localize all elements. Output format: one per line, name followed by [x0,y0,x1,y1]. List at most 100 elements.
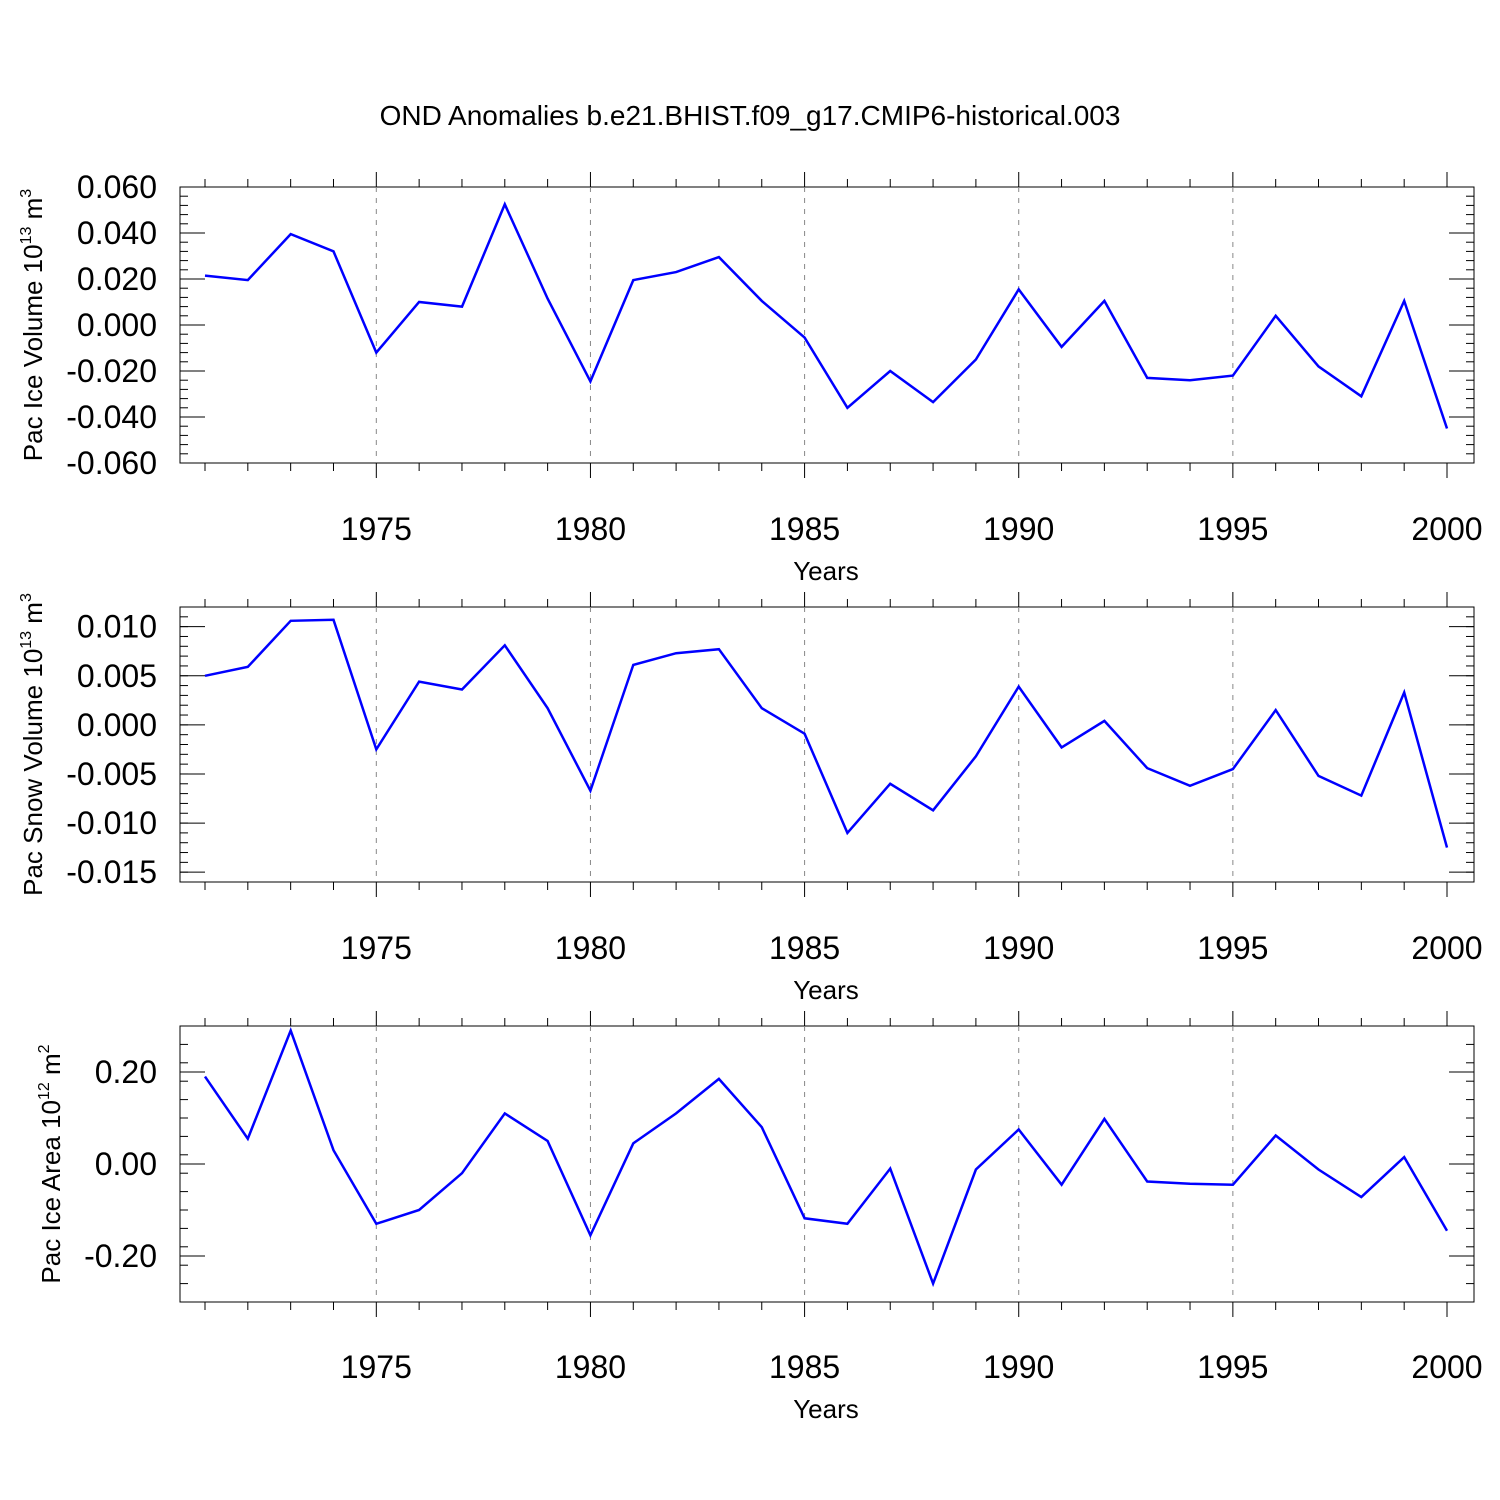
data-point-1971 [204,1075,207,1078]
x-tick-label-1985: 1985 [769,1349,840,1385]
data-point-1998 [1360,794,1363,797]
data-point-1997 [1317,365,1320,368]
x-tick-label-1980: 1980 [555,511,626,547]
panel-snow-volume: -0.015 -0.010 -0.005 0.000 0.005 0.010 1975 198… [18,592,1483,1005]
data-point-1978 [503,1112,506,1115]
x-tick-label-2000: 2000 [1411,1349,1482,1385]
y-axis-label-exponent: 13 [18,631,35,649]
data-point-1990 [1017,288,1020,291]
data-point-1989 [974,358,977,361]
data-point-1986 [846,1222,849,1225]
data-point-1992 [1103,1117,1106,1120]
y-tick-label-0-02: 0.020 [77,261,157,297]
series-line-snow-volume [204,618,1449,848]
data-point-1988 [932,401,935,404]
data-point-1984 [760,707,763,710]
data-point-1999 [1403,1156,1406,1159]
data-point-1983 [717,256,720,259]
data-point-1989 [974,1168,977,1171]
panel-ice-area: -0.20 0.00 0.20 1975 1980 1985 1990 1995 2000 Yea… [36,1011,1483,1424]
data-point-1973 [289,1029,292,1032]
y-tick-label-0-06: 0.060 [77,169,157,205]
data-point-1981 [632,1142,635,1145]
data-point-2000 [1446,846,1449,849]
chart-title: OND Anomalies b.e21.BHIST.f09_g17.CMIP6-… [380,100,1121,131]
y-axis-label-exponent: 12 [36,1082,53,1100]
data-point-1987 [889,782,892,785]
data-point-1990 [1017,685,1020,688]
y-axis-label: Pac Snow Volume 1013 m3 [18,593,48,896]
data-point-2000 [1446,427,1449,430]
x-tick-label-1985: 1985 [769,511,840,547]
data-point-1993 [1146,1180,1149,1183]
y-tick-label-0: 0.000 [77,307,157,343]
data-point-1985 [803,732,806,735]
data-point-1987 [889,370,892,373]
data-point-1976 [418,680,421,683]
data-point-1975 [375,351,378,354]
y-axis-label-unit-exponent: 2 [36,1044,53,1053]
data-point-1993 [1146,376,1149,379]
data-point-1980 [589,380,592,383]
data-point-1974 [332,618,335,621]
data-point-1974 [332,250,335,253]
panel-ice-volume: -0.060 -0.040 -0.020 0.000 0.020 0.040 0.060 19… [18,169,1483,586]
data-point-1972 [246,665,249,668]
data-point-1982 [675,652,678,655]
y-tick-label--0-01: -0.010 [66,805,157,841]
x-tick-label-1995: 1995 [1197,930,1268,966]
data-point-1991 [1060,1183,1063,1186]
data-point-1972 [246,279,249,282]
data-point-1997 [1317,1168,1320,1171]
y-axis-label-unit: m [18,198,48,227]
y-axis-label-main: Pac Ice Volume 10 [18,244,48,461]
data-point-1971 [204,274,207,277]
data-point-1985 [803,1217,806,1220]
x-axis-label: Years [793,556,859,586]
y-tick-label--0-04: -0.040 [66,399,157,435]
data-point-1985 [803,336,806,339]
x-tick-label-2000: 2000 [1411,930,1482,966]
y-axis-label-unit: m [18,602,48,631]
y-axis-label-unit: m [36,1053,66,1082]
data-point-1986 [846,831,849,834]
plot-frame [179,1025,1475,1303]
y-tick-label-0-005: 0.005 [77,658,157,694]
x-tick-label-1990: 1990 [983,930,1054,966]
data-point-1977 [460,1172,463,1175]
data-point-1979 [546,707,549,710]
series-line-ice-volume [204,201,1449,429]
data-point-1973 [289,233,292,236]
data-point-1979 [546,297,549,300]
data-point-1994 [1189,379,1192,382]
data-point-1991 [1060,746,1063,749]
data-point-1977 [460,688,463,691]
data-point-1982 [675,271,678,274]
y-tick-label-0-04: 0.040 [77,215,157,251]
x-tick-label-1990: 1990 [983,511,1054,547]
data-point-1976 [418,301,421,304]
data-point-1987 [889,1167,892,1170]
y-axis-label-exponent: 13 [18,226,35,244]
y-tick-label-0: 0.000 [77,707,157,743]
data-point-1993 [1146,767,1149,770]
data-point-1988 [932,809,935,812]
data-point-1994 [1189,784,1192,787]
y-axis-label-main: Pac Ice Area 10 [36,1100,66,1284]
data-point-1996 [1274,1134,1277,1137]
x-axis-label: Years [793,975,859,1005]
plot-frame [179,186,1475,464]
data-point-1984 [760,299,763,302]
data-point-1972 [246,1137,249,1140]
x-tick-label-1975: 1975 [341,511,412,547]
data-point-1992 [1103,299,1106,302]
data-point-1996 [1274,314,1277,317]
data-point-1997 [1317,774,1320,777]
data-point-1976 [418,1209,421,1212]
data-point-1981 [632,663,635,666]
y-axis-label-unit-exponent: 3 [18,189,35,198]
data-point-1978 [503,644,506,647]
data-point-1975 [375,1222,378,1225]
